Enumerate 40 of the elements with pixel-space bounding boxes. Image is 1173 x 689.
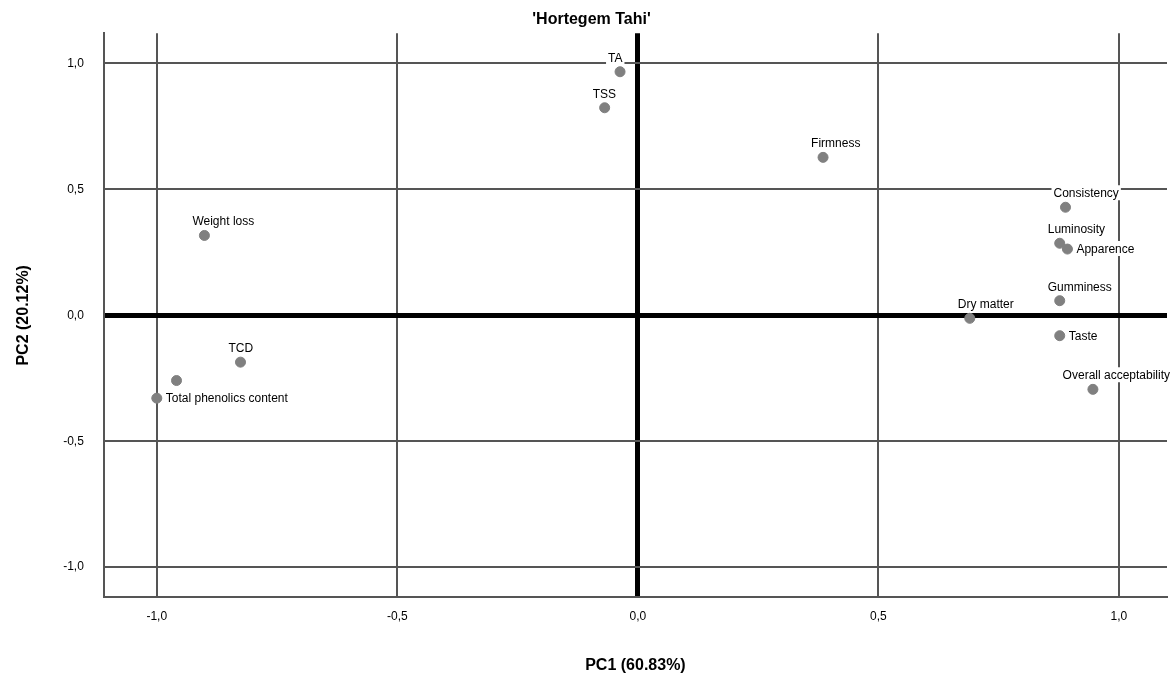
- y-tick-label: -1,0: [63, 559, 85, 574]
- point: [198, 229, 210, 241]
- point: [235, 356, 246, 368]
- point: [964, 312, 976, 324]
- point: [1060, 201, 1071, 213]
- point: [1087, 383, 1099, 395]
- annotation: Luminosity: [1047, 222, 1106, 237]
- annotation: Total phenolics content: [165, 391, 289, 406]
- annotation: Consistency: [1053, 186, 1119, 201]
- y-axis-title: PC2 (20.12%): [14, 265, 32, 366]
- point: [1054, 237, 1066, 249]
- annotation: Apparence: [1076, 242, 1135, 257]
- point: [151, 392, 163, 404]
- annotation: Gumminess: [1047, 279, 1112, 294]
- y-tick-label: -0,5: [63, 433, 85, 448]
- annotation: Weight loss: [192, 214, 255, 229]
- point: [614, 66, 626, 78]
- point: [817, 151, 829, 163]
- x-axis-title: PC1 (60.83%): [585, 655, 686, 673]
- y-tick-label: 0,0: [67, 307, 85, 322]
- point: [171, 375, 183, 387]
- annotation: Dry matter: [957, 297, 1014, 312]
- annotation: Firmness: [811, 136, 861, 151]
- annotation: TA: [608, 50, 623, 65]
- x-tick-label: -1,0: [146, 608, 168, 623]
- annotation: TSS: [592, 86, 616, 101]
- y-tick-label: 1,0: [67, 55, 85, 70]
- point: [1054, 330, 1066, 342]
- x-tick-label: 0,0: [629, 608, 647, 623]
- point: [599, 102, 611, 114]
- x-tick-label: -0,5: [386, 608, 408, 623]
- x-tick-label: 1,0: [1110, 608, 1128, 623]
- x-tick-label: 0,5: [870, 608, 888, 623]
- annotation: TCD: [228, 341, 254, 356]
- y-tick-label: 0,5: [67, 181, 85, 196]
- annotation: Overall acceptability: [1062, 368, 1171, 383]
- chart-title: 'Hortegem Tahi': [532, 10, 651, 28]
- annotation: Taste: [1068, 328, 1098, 343]
- point: [1061, 243, 1073, 255]
- point: [1054, 295, 1066, 307]
